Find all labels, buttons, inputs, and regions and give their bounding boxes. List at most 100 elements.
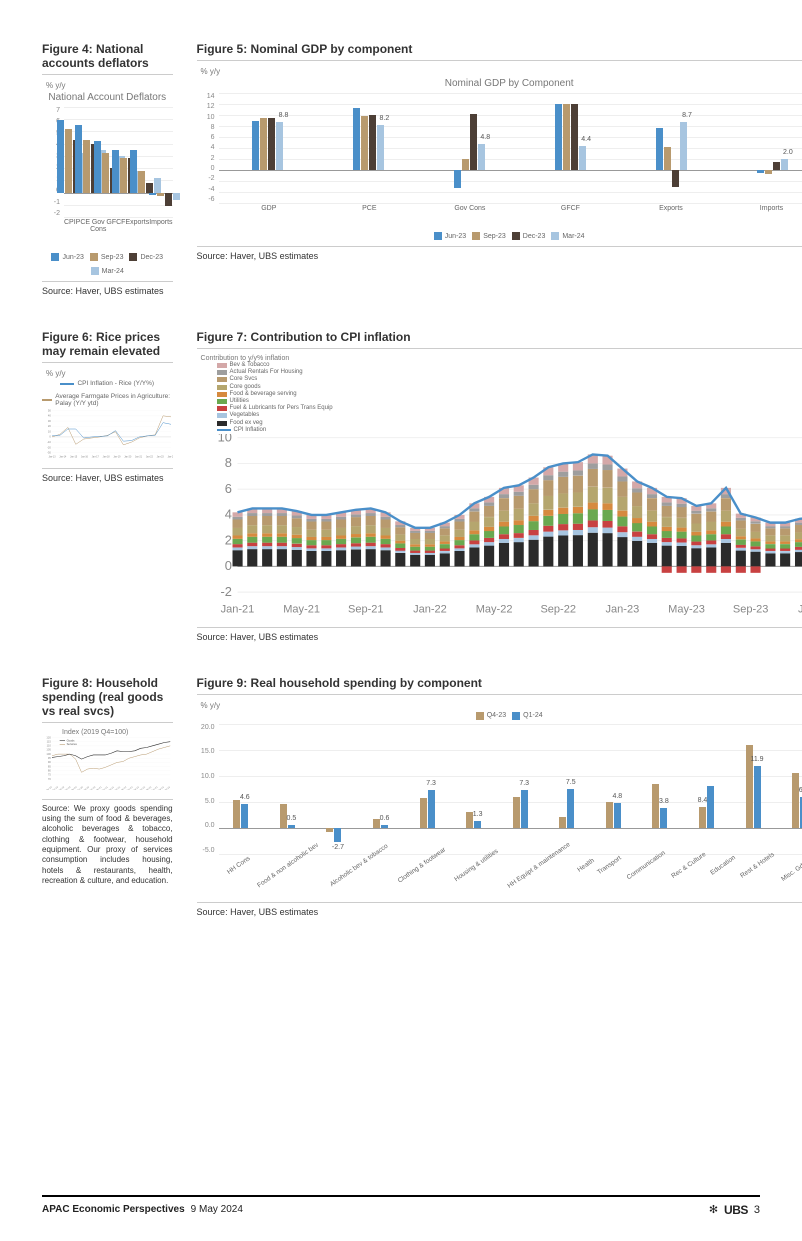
fig7-source: Source: Haver, UBS estimates — [197, 627, 802, 642]
svg-text:Sep-21: Sep-21 — [348, 603, 384, 615]
svg-text:Sep-19: Sep-19 — [58, 786, 66, 790]
page-footer: APAC Economic Perspectives 9 May 2024 ✻ … — [42, 1195, 760, 1217]
svg-text:10: 10 — [217, 434, 231, 444]
footer-title: APAC Economic Perspectives — [42, 1204, 185, 1215]
svg-text:95: 95 — [48, 756, 51, 760]
svg-text:Sep-20: Sep-20 — [83, 786, 91, 790]
svg-text:Jun-21: Jun-21 — [102, 786, 109, 790]
fig8-title: Figure 8: Household spending (real goods… — [42, 676, 173, 723]
svg-text:Dec-23: Dec-23 — [164, 786, 172, 790]
svg-text:Jan-23: Jan-23 — [605, 603, 639, 615]
svg-text:Jan-21: Jan-21 — [220, 603, 254, 615]
svg-text:-30: -30 — [47, 451, 51, 455]
fig7-yaxis: Contribution to y/y% inflation — [197, 355, 802, 362]
svg-text:Sep-22: Sep-22 — [540, 603, 576, 615]
svg-text:0: 0 — [49, 435, 51, 439]
fig4-source: Source: Haver, UBS estimates — [42, 281, 173, 296]
svg-text:40: 40 — [48, 414, 51, 418]
svg-text:Jun-23: Jun-23 — [151, 786, 158, 790]
svg-text:Dec-19: Dec-19 — [64, 786, 72, 790]
svg-text:Dec-21: Dec-21 — [114, 786, 122, 790]
svg-text:Sep-23: Sep-23 — [157, 786, 165, 790]
svg-text:110: 110 — [47, 743, 52, 747]
figure-4: Figure 4: National accounts deflators % … — [42, 42, 173, 314]
svg-text:Jan-15: Jan-15 — [70, 456, 78, 458]
figure-6: Figure 6: Rice prices may remain elevate… — [42, 330, 173, 660]
svg-text:Jan-23: Jan-23 — [157, 456, 165, 458]
fig7-title: Figure 7: Contribution to CPI inflation — [197, 330, 802, 349]
fig4-legend: Jun-23Sep-23Dec-23Mar-24 — [42, 253, 173, 275]
svg-text:Sep-21: Sep-21 — [108, 786, 116, 790]
svg-text:Mar-21: Mar-21 — [95, 785, 103, 789]
svg-text:Mar-19: Mar-19 — [45, 785, 53, 789]
svg-text:Sep-22: Sep-22 — [132, 786, 140, 790]
fig6-title: Figure 6: Rice prices may remain elevate… — [42, 330, 173, 363]
fig5-title: Figure 5: Nominal GDP by component — [197, 42, 802, 61]
fig6-chart: -30-20-1001020304050Jan-13Jan-14Jan-15Ja… — [42, 409, 173, 459]
svg-text:0: 0 — [224, 558, 231, 573]
svg-text:10: 10 — [48, 429, 51, 433]
footer-date: 9 May 2024 — [191, 1204, 243, 1215]
svg-text:Jun-19: Jun-19 — [52, 786, 59, 790]
fig9-yaxis: % y/y — [197, 701, 802, 710]
fig6-yaxis: % y/y — [42, 369, 173, 378]
page-number: 3 — [754, 1204, 760, 1216]
fig6-legend: CPI Inflation - Rice (Y/Y%)Average Farmg… — [42, 380, 173, 407]
svg-text:80: 80 — [48, 768, 51, 772]
fig5-yaxis: % y/y — [197, 67, 802, 76]
svg-text:120: 120 — [46, 736, 51, 739]
svg-text:85: 85 — [48, 764, 51, 768]
svg-text:-20: -20 — [47, 445, 51, 449]
svg-text:-2: -2 — [220, 584, 231, 599]
svg-text:Jan-22: Jan-22 — [146, 456, 154, 458]
svg-text:8: 8 — [224, 455, 231, 470]
svg-text:May-22: May-22 — [475, 603, 512, 615]
svg-text:100: 100 — [46, 752, 51, 756]
svg-text:30: 30 — [48, 419, 51, 423]
fig4-chart: 76543210-1-2 CPIPCEGov ConsGFCFExportsIm… — [42, 107, 173, 233]
svg-text:Jan-24: Jan-24 — [798, 603, 802, 615]
svg-text:115: 115 — [47, 739, 52, 743]
svg-text:Jan-16: Jan-16 — [81, 456, 89, 458]
svg-text:May-23: May-23 — [668, 603, 705, 615]
svg-text:50: 50 — [48, 409, 51, 412]
svg-text:70: 70 — [48, 777, 51, 781]
figure-9: Figure 9: Real household spending by com… — [197, 676, 802, 935]
svg-text:75: 75 — [48, 772, 51, 776]
figure-grid: Figure 4: National accounts deflators % … — [42, 42, 760, 935]
svg-text:105: 105 — [46, 747, 51, 751]
svg-text:4: 4 — [224, 506, 231, 521]
fig4-title: Figure 4: National accounts deflators — [42, 42, 173, 75]
svg-text:-10: -10 — [47, 440, 51, 444]
figure-5: Figure 5: Nominal GDP by component % y/y… — [197, 42, 802, 314]
fig9-source: Source: Haver, UBS estimates — [197, 902, 802, 917]
fig8-chart: 707580859095100105110115120 GoodsServices… — [42, 736, 173, 790]
svg-text:Mar-20: Mar-20 — [70, 785, 78, 789]
svg-text:Jan-24: Jan-24 — [167, 456, 172, 458]
svg-text:90: 90 — [48, 760, 51, 764]
svg-text:Jan-21: Jan-21 — [135, 456, 143, 458]
svg-text:6: 6 — [224, 481, 231, 496]
fig7-legend: Bev & TobaccoActual Rentals For HousingC… — [197, 362, 802, 434]
svg-text:Goods: Goods — [67, 738, 76, 742]
svg-text:2: 2 — [224, 532, 231, 547]
figure-7: Figure 7: Contribution to CPI inflation … — [197, 330, 802, 660]
svg-text:Jan-13: Jan-13 — [48, 456, 56, 458]
svg-text:Jan-19: Jan-19 — [113, 456, 121, 458]
fig9-legend: Q4-23Q1-24 — [197, 712, 802, 720]
ubs-logo: UBS — [724, 1203, 748, 1217]
svg-text:Services: Services — [67, 742, 78, 746]
svg-text:Jan-20: Jan-20 — [124, 456, 132, 458]
svg-text:Mar-22: Mar-22 — [120, 785, 128, 789]
fig8-note: Source: We proxy goods spending using th… — [42, 799, 173, 887]
svg-text:Jan-17: Jan-17 — [92, 456, 100, 458]
fig9-title: Figure 9: Real household spending by com… — [197, 676, 802, 695]
figure-8: Figure 8: Household spending (real goods… — [42, 676, 173, 935]
ubs-keys-icon: ✻ — [709, 1203, 718, 1216]
fig5-source: Source: Haver, UBS estimates — [197, 246, 802, 261]
fig7-chart: -20246810Jan-21May-21Sep-21Jan-22May-22S… — [197, 434, 802, 618]
svg-text:Jan-22: Jan-22 — [413, 603, 447, 615]
svg-text:Mar-23: Mar-23 — [144, 785, 152, 789]
svg-text:Jun-22: Jun-22 — [127, 786, 134, 790]
svg-text:Jan-18: Jan-18 — [103, 456, 111, 458]
